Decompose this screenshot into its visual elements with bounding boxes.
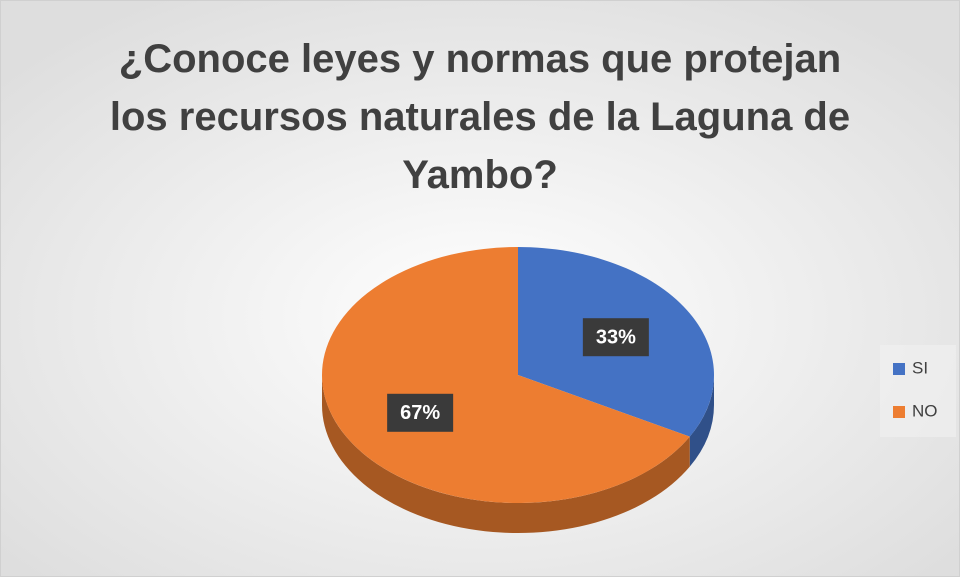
- slice-side: [322, 375, 690, 533]
- legend-swatch: [893, 406, 905, 418]
- legend-box: [880, 345, 956, 437]
- data-label-box: [582, 318, 649, 357]
- slice: [321, 247, 690, 503]
- data-label: 67%: [400, 402, 440, 424]
- legend-label: NO: [912, 401, 938, 420]
- legend-swatch: [893, 363, 905, 375]
- data-label: 33%: [596, 326, 636, 348]
- slice-side: [689, 375, 714, 467]
- legend-label: SI: [912, 358, 928, 377]
- chart-title: ¿Conoce leyes y normas que protejan los …: [109, 37, 851, 197]
- data-label-box: [387, 393, 454, 432]
